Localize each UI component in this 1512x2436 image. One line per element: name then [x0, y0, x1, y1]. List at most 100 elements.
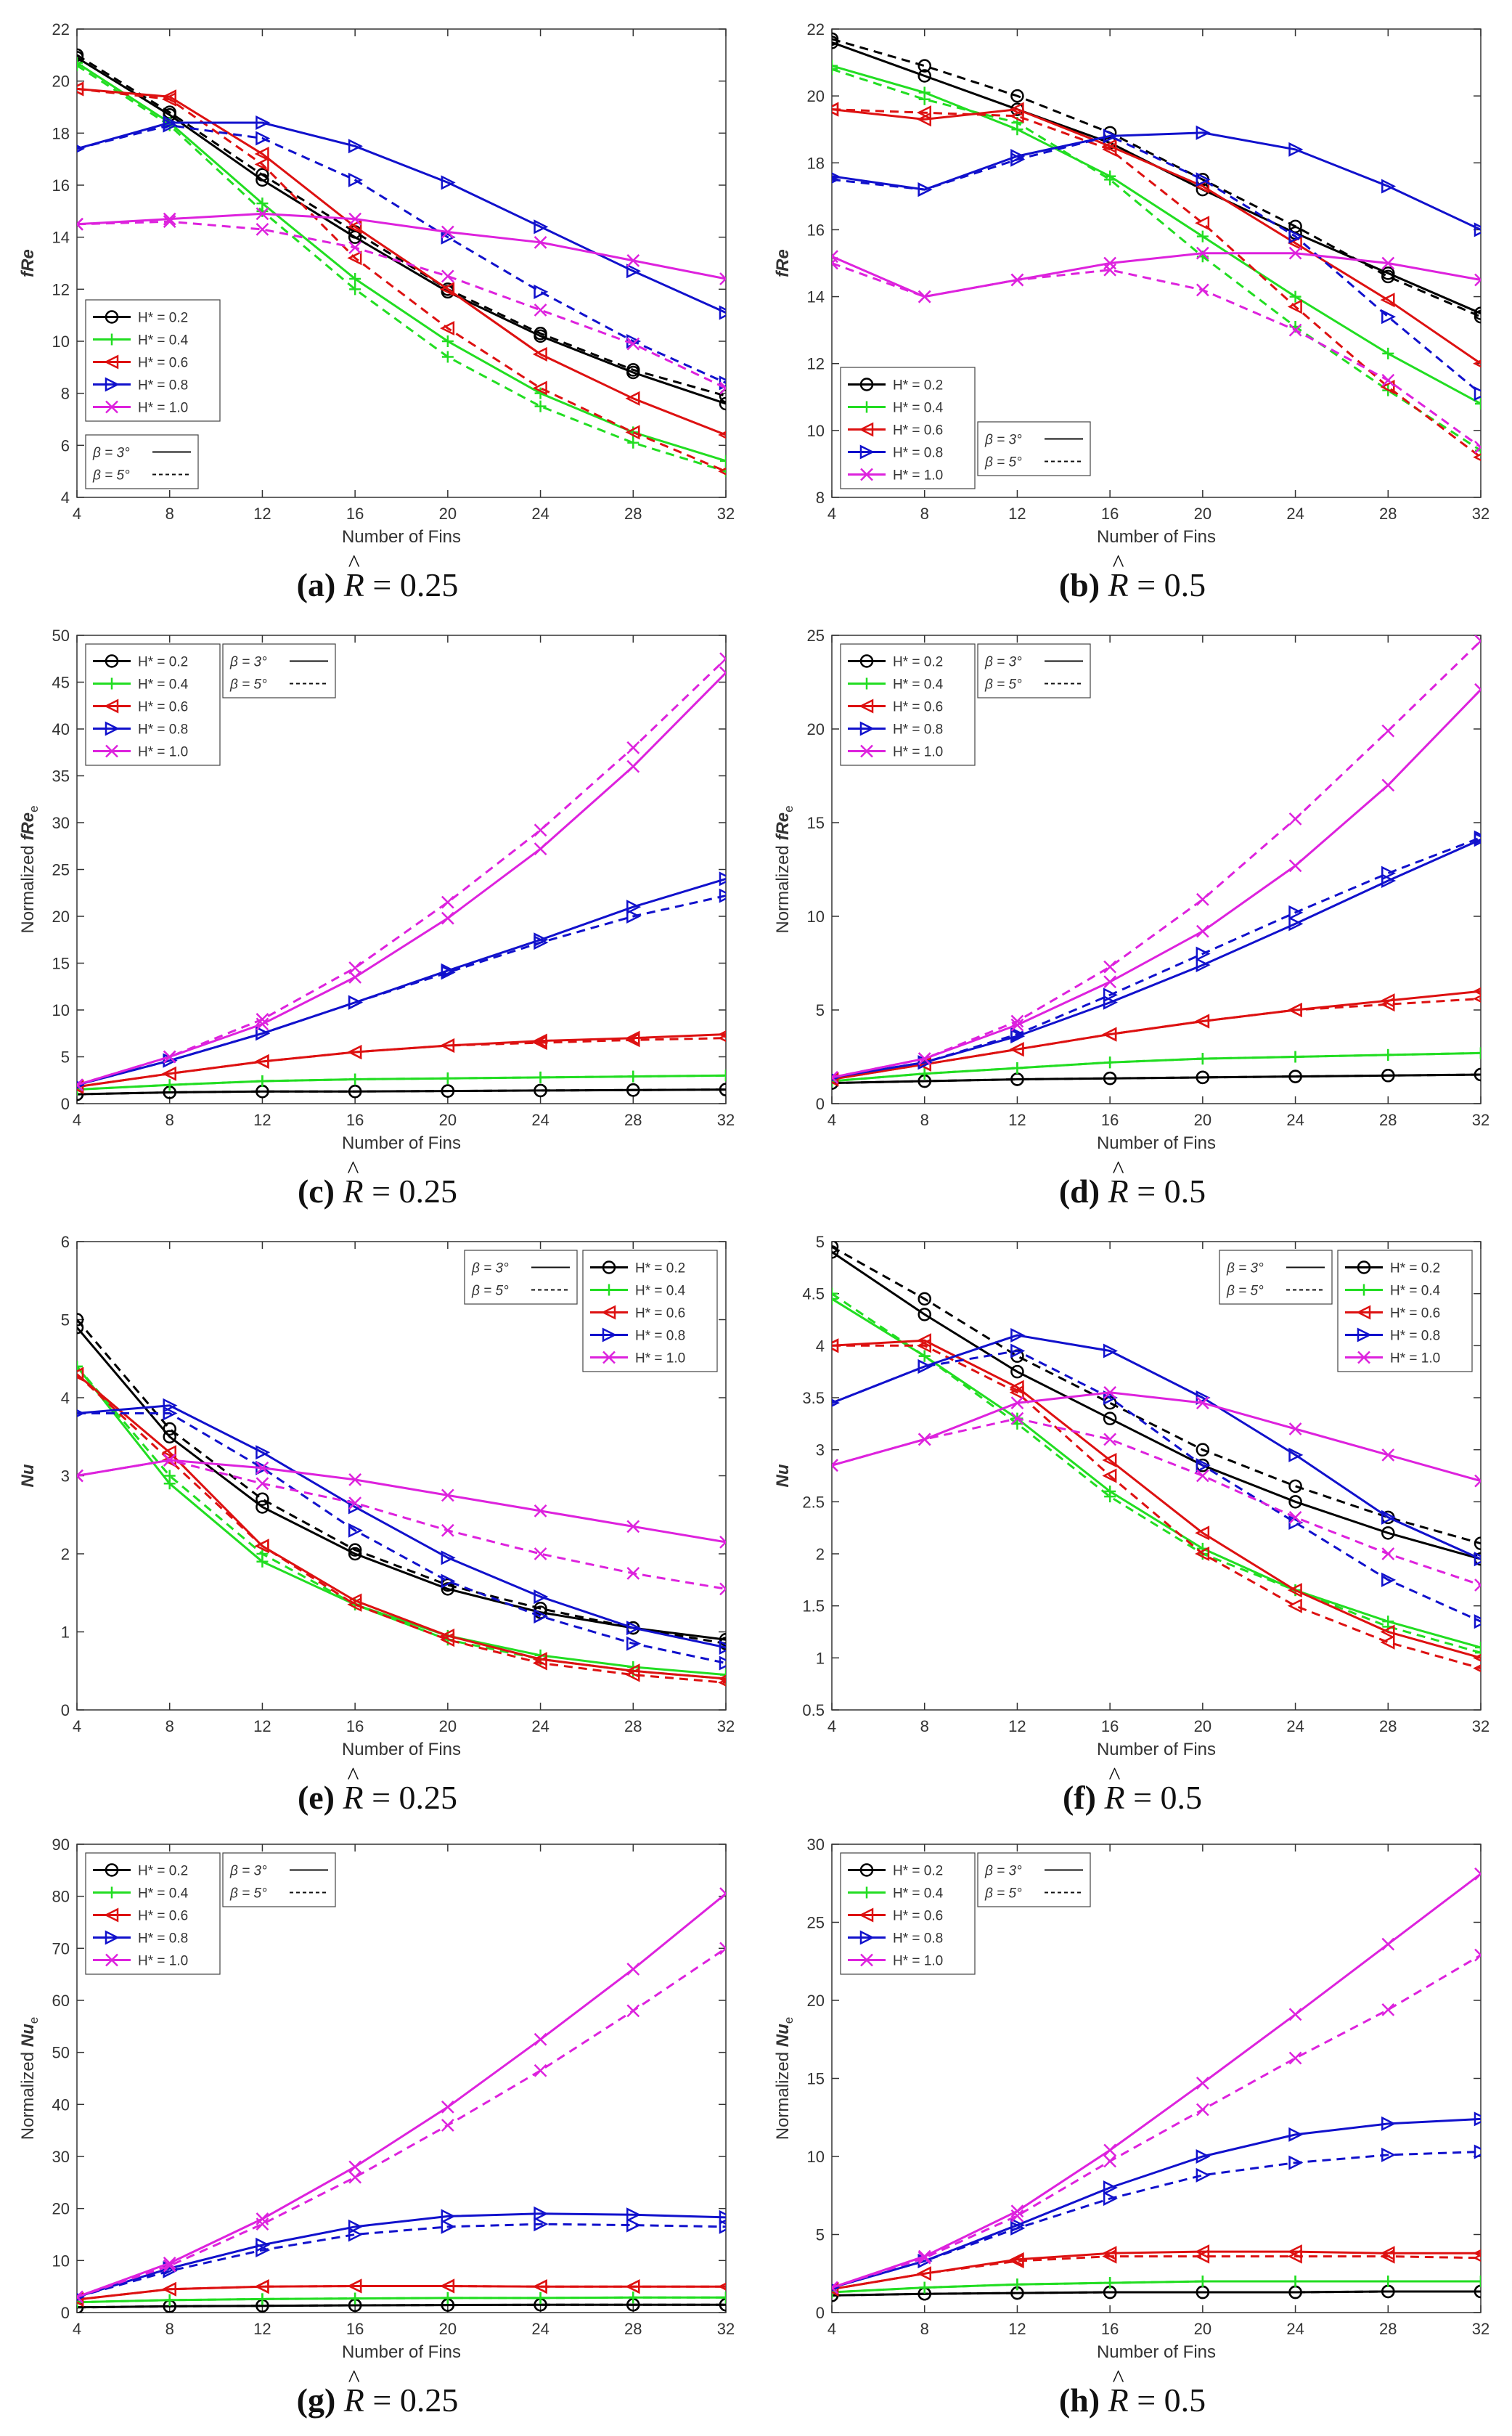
data-point-h0-2-beta5 — [1474, 1536, 1481, 1550]
y-tick-label: 50 — [52, 2044, 70, 2062]
y-tick-label: 10 — [52, 1001, 70, 1019]
data-point-h0-4-beta5 — [918, 93, 931, 105]
data-point-h0-4-beta3 — [720, 455, 726, 467]
series-line-h1-0-beta5 — [77, 1459, 726, 1590]
y-tick-label: 1.5 — [802, 1597, 825, 1616]
x-tick-label: 12 — [1008, 2320, 1026, 2338]
data-point-h1-0-beta3 — [256, 207, 269, 221]
y-tick-label: 15 — [807, 814, 825, 832]
data-point-h0-6-beta5 — [1102, 1027, 1117, 1042]
series-group — [77, 1887, 726, 2313]
y-tick-label: 18 — [52, 124, 70, 142]
caption-variable: R — [344, 2382, 364, 2419]
data-point-h0-8-beta5 — [441, 2219, 456, 2234]
y-tick-label: 20 — [807, 720, 825, 738]
data-point-h0-8-beta5 — [1196, 946, 1211, 961]
data-point-h0-4-beta5 — [1196, 2276, 1209, 2287]
y-tick-label: 10 — [807, 422, 825, 440]
data-point-h1-0-beta5 — [77, 217, 83, 231]
legend-marker — [602, 1327, 617, 1343]
series-line-h0-4-beta3 — [832, 65, 1481, 405]
legend-marker — [859, 1907, 874, 1923]
x-axis-label: Number of Fins — [1097, 527, 1216, 547]
data-point-h1-0-beta5 — [348, 961, 362, 974]
series-line-h0-2-beta5 — [832, 38, 1481, 318]
data-point-h1-0-beta5 — [719, 1942, 726, 1955]
legend-entry-label: H* = 0.6 — [635, 1306, 685, 1321]
data-point-h0-6-beta5 — [347, 250, 362, 266]
data-point-h0-4-beta5 — [441, 1072, 454, 1085]
x-tick-label: 24 — [1286, 505, 1304, 523]
data-point-h1-0-beta5 — [1288, 323, 1302, 337]
data-point-h1-0-beta3 — [441, 911, 454, 925]
data-point-h0-8-beta5 — [626, 908, 642, 924]
data-point-h1-0-beta3 — [534, 2032, 547, 2046]
data-point-h1-0-beta3 — [1474, 683, 1481, 696]
series-line-h0-6-beta5 — [832, 998, 1481, 1080]
data-point-h0-2-beta3 — [719, 396, 726, 411]
data-point-h0-6-beta5 — [832, 1072, 839, 1087]
y-tick-label: 22 — [52, 20, 70, 38]
data-point-h1-0-beta3 — [1196, 246, 1209, 260]
legend-entry-label: H* = 1.0 — [1390, 1351, 1440, 1366]
series-line-h1-0-beta5 — [77, 220, 726, 389]
data-point-h0-4-beta5 — [441, 2292, 454, 2304]
data-point-h0-8-beta3 — [1196, 958, 1211, 973]
x-tick-label: 32 — [717, 1111, 735, 1129]
x-tick-label: 8 — [920, 1111, 929, 1129]
data-point-h0-4-beta5 — [349, 283, 361, 296]
series-line-h1-0-beta3 — [77, 1459, 726, 1544]
x-tick-label: 16 — [346, 505, 364, 523]
series-line-h0-8-beta3 — [77, 121, 726, 314]
legend-marker — [105, 1863, 119, 1877]
data-point-h0-8-beta5 — [1196, 172, 1211, 187]
x-tick-label: 8 — [920, 2320, 929, 2338]
data-point-h0-4-beta3 — [1475, 1642, 1481, 1653]
series-group — [77, 652, 726, 1101]
beta-legend-label: β = 5° — [984, 455, 1022, 471]
y-tick-label: 40 — [52, 2095, 70, 2114]
x-tick-label: 28 — [624, 1717, 642, 1735]
series-line-h0-6-beta5 — [832, 1344, 1481, 1670]
data-point-h1-0-beta5 — [163, 1050, 176, 1064]
x-tick-label: 20 — [1194, 2320, 1211, 2338]
x-tick-label: 12 — [1008, 1111, 1026, 1129]
legend-entry-label: H* = 0.2 — [893, 378, 943, 394]
x-tick-label: 32 — [1472, 2320, 1489, 2338]
data-point-h1-0-beta3 — [626, 254, 640, 267]
data-point-h1-0-beta5 — [832, 256, 838, 270]
legend-marker — [603, 1284, 615, 1296]
data-point-h1-0-beta3 — [348, 1472, 362, 1486]
legend-marker — [105, 721, 120, 736]
legend-entry-label: H* = 0.2 — [138, 311, 188, 326]
data-point-h1-0-beta5 — [1196, 283, 1209, 297]
caption-variable: R — [1104, 1779, 1124, 1816]
data-point-h0-4-beta5 — [1104, 2277, 1116, 2289]
x-tick-label: 16 — [1101, 1717, 1119, 1735]
y-tick-label: 0 — [61, 2304, 70, 2322]
data-point-h0-8-beta5 — [719, 2219, 726, 2234]
data-point-h0-8-beta5 — [1196, 1458, 1211, 1473]
data-point-h0-8-beta3 — [1010, 1327, 1026, 1343]
y-tick-label: 3 — [61, 1467, 70, 1486]
data-point-h1-0-beta3 — [1381, 778, 1395, 792]
data-point-h0-8-beta3 — [441, 1550, 456, 1565]
beta-legend: β = 3° β = 5° — [222, 1852, 336, 1907]
data-point-h0-2-beta5 — [163, 1422, 176, 1436]
data-point-h0-2-beta5 — [1474, 2284, 1481, 2299]
legend-entry-label: H* = 0.4 — [138, 333, 189, 349]
x-tick-label: 12 — [253, 2320, 271, 2338]
series-line-h0-2-beta5 — [77, 54, 726, 397]
data-point-h0-8-beta5 — [1010, 152, 1026, 167]
data-point-h1-0-beta5 — [534, 2064, 547, 2077]
y-tick-label: 1 — [61, 1624, 70, 1642]
data-point-h0-2-beta5 — [77, 2300, 84, 2313]
caption-letter: (e) — [297, 1779, 335, 1816]
data-point-h1-0-beta3 — [348, 212, 362, 226]
data-point-h0-8-beta5 — [441, 965, 456, 980]
data-point-h1-0-beta5 — [1381, 2003, 1395, 2016]
beta-legend-label: β = 5° — [229, 677, 267, 693]
caption-value: = 0.5 — [1124, 1779, 1203, 1816]
data-point-h0-2-beta5 — [77, 1313, 84, 1327]
